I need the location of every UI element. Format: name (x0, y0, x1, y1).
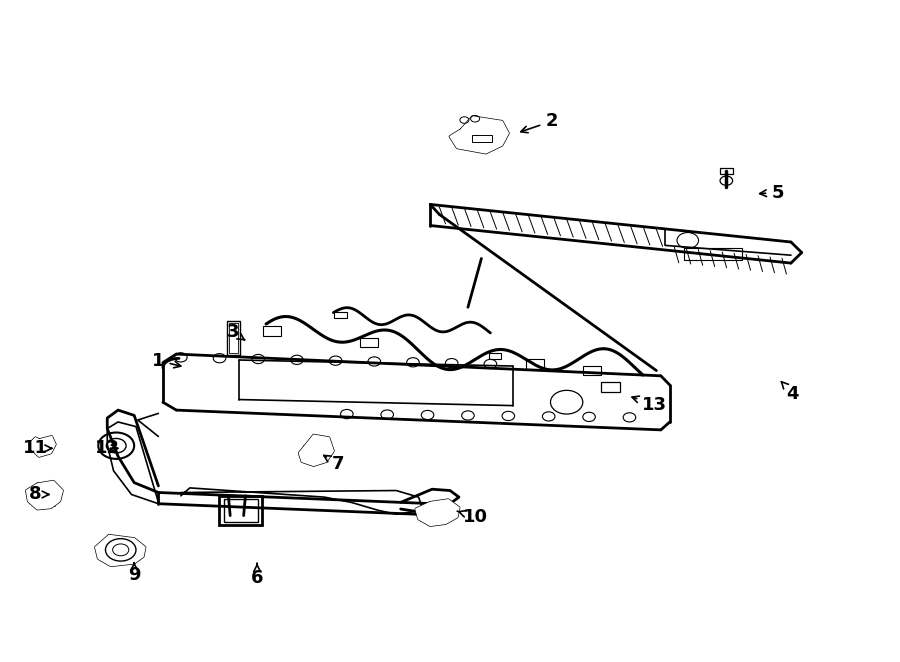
Bar (684, 248, 742, 260)
Polygon shape (95, 536, 145, 566)
Text: 3: 3 (227, 323, 245, 342)
Bar (600, 383, 620, 392)
Bar (720, 167, 733, 174)
Text: 6: 6 (251, 563, 264, 587)
Polygon shape (30, 436, 55, 456)
Text: 5: 5 (760, 183, 784, 201)
Bar (472, 135, 492, 142)
Bar (224, 499, 258, 522)
Polygon shape (416, 500, 459, 526)
Bar (583, 366, 600, 375)
Text: 13: 13 (632, 396, 667, 414)
Text: 9: 9 (128, 563, 140, 584)
Bar (264, 326, 282, 336)
Polygon shape (26, 481, 62, 509)
Bar (526, 359, 544, 369)
Bar (220, 496, 263, 526)
Text: 2: 2 (521, 113, 558, 133)
Text: 1: 1 (152, 352, 181, 369)
Text: 10: 10 (457, 508, 488, 526)
Bar (230, 323, 238, 354)
Polygon shape (300, 435, 333, 465)
Text: 4: 4 (781, 381, 799, 402)
Text: 11: 11 (23, 440, 51, 457)
Text: 12: 12 (94, 440, 120, 457)
Polygon shape (450, 117, 508, 153)
Text: 7: 7 (324, 455, 344, 473)
Bar (489, 353, 501, 359)
Text: 8: 8 (29, 485, 49, 504)
Bar (228, 321, 240, 355)
Bar (334, 312, 346, 318)
Bar (360, 338, 378, 348)
